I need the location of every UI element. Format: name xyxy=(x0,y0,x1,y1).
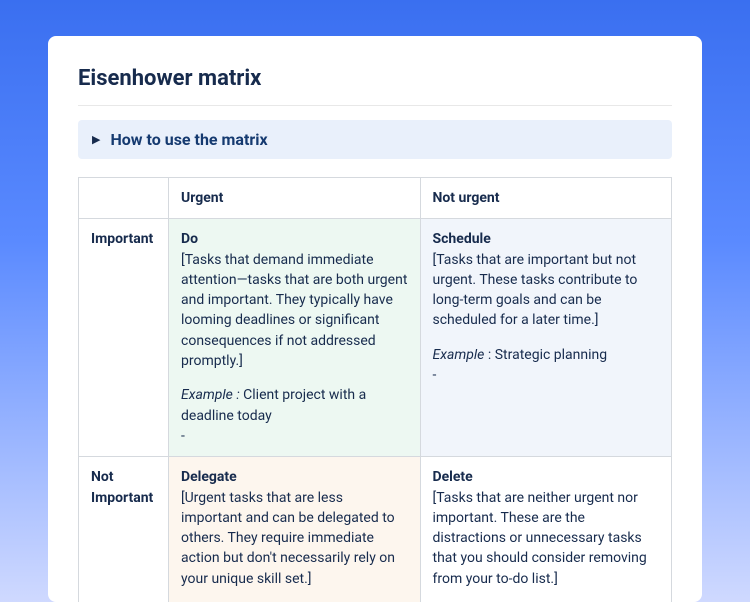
eisenhower-table: Urgent Not urgent Important Do [Tasks th… xyxy=(78,177,672,602)
row-header-important: Important xyxy=(79,219,169,457)
example-line: Example : Strategic planning xyxy=(433,347,608,363)
example-label: Example xyxy=(433,347,485,363)
cell-title: Delete xyxy=(433,467,660,487)
expander-label: How to use the matrix xyxy=(110,130,267,149)
table-row: Not Important Delegate [Urgent tasks tha… xyxy=(79,457,672,602)
example-label: Example : xyxy=(181,387,240,403)
cell-desc: [Tasks that are neither urgent nor impor… xyxy=(433,488,660,589)
cell-do: Do [Tasks that demand immediate attentio… xyxy=(169,219,421,457)
cell-desc: [Urgent tasks that are less important an… xyxy=(181,488,408,589)
cell-schedule: Schedule [Tasks that are important but n… xyxy=(420,219,672,457)
cell-delete: Delete [Tasks that are neither urgent no… xyxy=(420,457,672,602)
cell-desc: [Tasks that demand immediate attention—t… xyxy=(181,250,408,372)
cell-desc: [Tasks that are important but not urgent… xyxy=(433,250,660,331)
cell-title: Schedule xyxy=(433,229,660,249)
example-text: : Strategic planning xyxy=(484,347,607,363)
document-card: Eisenhower matrix ▶ How to use the matri… xyxy=(48,36,702,602)
table-corner xyxy=(79,178,169,219)
bullet: - xyxy=(181,426,408,446)
table-row: Important Do [Tasks that demand immediat… xyxy=(79,219,672,457)
cell-title: Delegate xyxy=(181,467,408,487)
example-line: Example : Client project with a deadline… xyxy=(181,387,366,423)
how-to-expander[interactable]: ▶ How to use the matrix xyxy=(78,120,672,159)
bullet: - xyxy=(433,365,660,385)
col-header-urgent: Urgent xyxy=(169,178,421,219)
cell-delegate: Delegate [Urgent tasks that are less imp… xyxy=(169,457,421,602)
row-header-not-important: Not Important xyxy=(79,457,169,602)
col-header-not-urgent: Not urgent xyxy=(420,178,672,219)
page-title: Eisenhower matrix xyxy=(78,66,672,106)
chevron-right-icon: ▶ xyxy=(92,133,100,146)
cell-title: Do xyxy=(181,229,408,249)
